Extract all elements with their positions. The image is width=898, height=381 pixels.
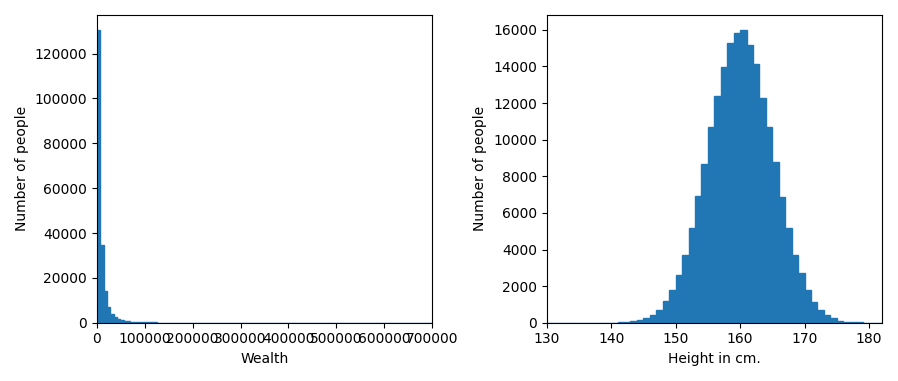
- Bar: [682, 255, 689, 323]
- Bar: [643, 318, 650, 323]
- Bar: [734, 33, 740, 323]
- Bar: [675, 275, 682, 323]
- Bar: [137, 322, 140, 323]
- Bar: [792, 255, 798, 323]
- Bar: [831, 319, 837, 323]
- Bar: [779, 197, 785, 323]
- Bar: [811, 302, 817, 323]
- Bar: [753, 64, 760, 323]
- Bar: [856, 322, 863, 323]
- Bar: [117, 319, 120, 323]
- Bar: [817, 310, 823, 323]
- X-axis label: Height in cm.: Height in cm.: [668, 352, 761, 366]
- Bar: [140, 322, 144, 323]
- Bar: [805, 290, 811, 323]
- Bar: [630, 322, 637, 323]
- Y-axis label: Number of people: Number of people: [473, 106, 488, 231]
- Bar: [727, 43, 734, 323]
- Bar: [103, 291, 107, 323]
- Bar: [101, 245, 103, 323]
- Bar: [624, 322, 630, 323]
- Bar: [721, 67, 727, 323]
- Bar: [746, 45, 753, 323]
- Bar: [107, 307, 110, 323]
- Bar: [760, 98, 766, 323]
- Bar: [843, 322, 850, 323]
- Bar: [798, 273, 805, 323]
- Bar: [656, 310, 663, 323]
- Bar: [740, 30, 746, 323]
- Bar: [766, 127, 772, 323]
- Bar: [637, 320, 643, 323]
- Bar: [701, 164, 708, 323]
- Bar: [708, 126, 714, 323]
- Bar: [669, 290, 675, 323]
- Bar: [114, 317, 117, 323]
- Bar: [663, 301, 669, 323]
- Bar: [772, 162, 779, 323]
- Y-axis label: Number of people: Number of people: [15, 106, 29, 231]
- Bar: [124, 321, 128, 323]
- Bar: [110, 314, 114, 323]
- X-axis label: Wealth: Wealth: [241, 352, 288, 366]
- Bar: [714, 96, 721, 323]
- Bar: [97, 30, 101, 323]
- Bar: [689, 228, 695, 323]
- Bar: [130, 322, 134, 323]
- Bar: [695, 195, 701, 323]
- Bar: [134, 322, 137, 323]
- Bar: [837, 320, 843, 323]
- Bar: [850, 322, 856, 323]
- Bar: [823, 315, 831, 323]
- Bar: [650, 315, 656, 323]
- Bar: [144, 322, 147, 323]
- Bar: [128, 322, 130, 323]
- Bar: [120, 320, 124, 323]
- Bar: [785, 227, 792, 323]
